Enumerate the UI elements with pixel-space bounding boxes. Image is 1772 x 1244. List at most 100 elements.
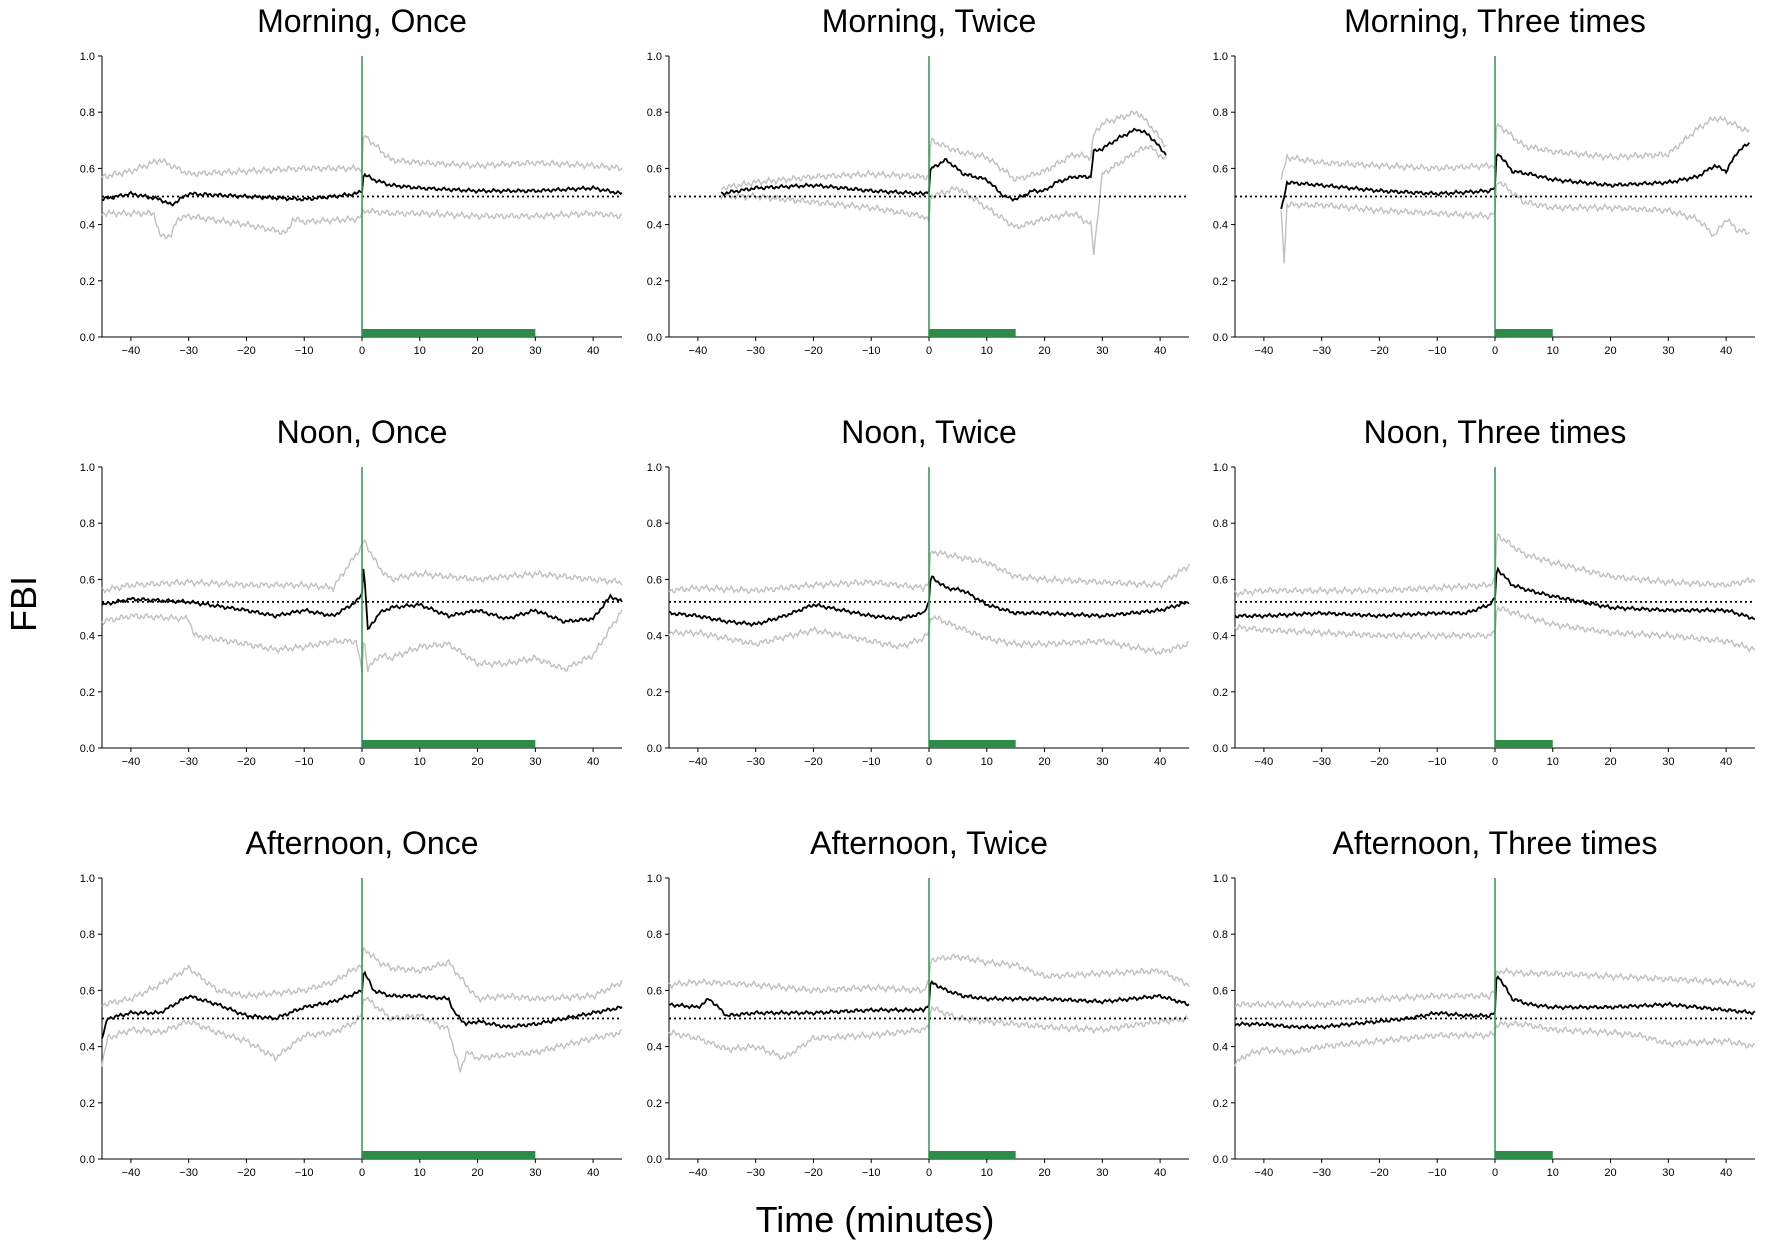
x-tick-label: 20 xyxy=(471,756,483,768)
x-tick-label: 20 xyxy=(1038,1167,1050,1179)
mean-line xyxy=(720,127,1167,202)
x-tick-label: −30 xyxy=(746,345,765,357)
x-tick-label: 30 xyxy=(1096,345,1108,357)
x-tick-label: 0 xyxy=(1492,345,1498,357)
y-tick-label: 0.8 xyxy=(80,107,95,119)
panel-title: Afternoon, Once xyxy=(245,825,478,861)
y-tick-label: 0.8 xyxy=(80,929,95,941)
x-tick-label: 20 xyxy=(471,1167,483,1179)
lower-bound-line xyxy=(720,145,1167,255)
x-tick-label: −10 xyxy=(862,756,881,768)
x-tick-label: 10 xyxy=(981,756,993,768)
y-tick-label: 0.4 xyxy=(80,220,95,232)
x-tick-label: 40 xyxy=(587,756,599,768)
panel-title: Morning, Once xyxy=(257,3,467,39)
interval-bar xyxy=(362,1151,536,1159)
x-tick-label: −30 xyxy=(746,756,765,768)
y-tick-label: 0.0 xyxy=(647,332,662,344)
y-tick-label: 0.8 xyxy=(1213,107,1228,119)
y-tick-label: 0.4 xyxy=(1213,1042,1228,1054)
x-tick-label: −40 xyxy=(689,756,708,768)
x-tick-label: −20 xyxy=(237,1167,256,1179)
y-tick-label: 0.4 xyxy=(1213,631,1228,643)
x-tick-label: 20 xyxy=(471,345,483,357)
y-tick-label: 1.0 xyxy=(80,873,95,885)
y-tick-label: 0.0 xyxy=(80,743,95,755)
x-tick-label: 30 xyxy=(1662,756,1674,768)
x-tick-label: −30 xyxy=(179,345,198,357)
y-tick-label: 0.6 xyxy=(647,163,662,175)
y-tick-label: 0.4 xyxy=(647,220,662,232)
interval-bar xyxy=(362,740,536,748)
panel: 0.0 0.2 0.4 0.6 0.8 1.0 −40 −30 −20 −10 0 10 20 30 40 A… xyxy=(80,825,623,1179)
x-tick-label: 30 xyxy=(1096,1167,1108,1179)
x-tick-label: 0 xyxy=(359,1167,365,1179)
x-tick-label: −40 xyxy=(122,756,141,768)
x-tick-label: −20 xyxy=(804,756,823,768)
panel-title: Afternoon, Twice xyxy=(810,825,1048,861)
x-tick-label: −40 xyxy=(689,345,708,357)
y-tick-label: 0.2 xyxy=(647,276,662,288)
x-tick-label: 40 xyxy=(587,1167,599,1179)
y-tick-label: 0.2 xyxy=(80,276,95,288)
interval-bar xyxy=(929,1151,1016,1159)
interval-bar xyxy=(929,740,1016,748)
x-tick-label: 0 xyxy=(359,756,365,768)
x-tick-label: 10 xyxy=(1547,756,1559,768)
x-tick-label: −40 xyxy=(122,1167,141,1179)
x-tick-label: 30 xyxy=(529,756,541,768)
y-tick-label: 0.6 xyxy=(647,985,662,997)
x-tick-label: 40 xyxy=(1720,756,1732,768)
panel: 0.0 0.2 0.4 0.6 0.8 1.0 −40 −30 −20 −10 0 10 20 30 40 M… xyxy=(80,3,623,357)
y-tick-label: 1.0 xyxy=(647,873,662,885)
x-tick-label: −10 xyxy=(1428,345,1447,357)
x-tick-label: 30 xyxy=(1662,1167,1674,1179)
x-tick-label: 30 xyxy=(529,345,541,357)
y-tick-label: 0.6 xyxy=(1213,985,1228,997)
y-tick-label: 0.6 xyxy=(1213,163,1228,175)
x-tick-label: −40 xyxy=(1255,756,1274,768)
x-tick-label: −10 xyxy=(1428,1167,1447,1179)
panel-grid: 0.0 0.2 0.4 0.6 0.8 1.0 −40 −30 −20 −10 0 10 20 30 40 M… xyxy=(80,3,1756,1179)
x-tick-label: 20 xyxy=(1038,756,1050,768)
x-tick-label: −10 xyxy=(295,345,314,357)
x-tick-label: −20 xyxy=(804,1167,823,1179)
x-tick-label: −30 xyxy=(1312,345,1331,357)
x-tick-label: −20 xyxy=(237,345,256,357)
x-tick-label: −30 xyxy=(1312,756,1331,768)
x-tick-label: 20 xyxy=(1604,1167,1616,1179)
panel: 0.0 0.2 0.4 0.6 0.8 1.0 −40 −30 −20 −10 0 10 20 30 40 N… xyxy=(1213,414,1756,768)
y-tick-label: 0.4 xyxy=(1213,220,1228,232)
x-tick-label: 10 xyxy=(1547,345,1559,357)
mean-line xyxy=(1280,142,1750,210)
panel: 0.0 0.2 0.4 0.6 0.8 1.0 −40 −30 −20 −10 0 10 20 30 40 N… xyxy=(647,414,1190,768)
panel: 0.0 0.2 0.4 0.6 0.8 1.0 −40 −30 −20 −10 0 10 20 30 40 A… xyxy=(1213,825,1756,1179)
x-tick-label: −40 xyxy=(689,1167,708,1179)
x-tick-label: −10 xyxy=(862,345,881,357)
x-tick-label: 10 xyxy=(414,345,426,357)
x-tick-label: −20 xyxy=(804,345,823,357)
x-tick-label: −20 xyxy=(1370,345,1389,357)
panel-title: Noon, Twice xyxy=(841,414,1017,450)
x-tick-label: 30 xyxy=(1662,345,1674,357)
y-tick-label: 0.8 xyxy=(647,518,662,530)
x-tick-label: −30 xyxy=(746,1167,765,1179)
panel-title: Noon, Three times xyxy=(1364,414,1627,450)
x-tick-label: −20 xyxy=(1370,756,1389,768)
x-tick-label: 40 xyxy=(1720,1167,1732,1179)
x-tick-label: 0 xyxy=(926,756,932,768)
x-tick-label: 30 xyxy=(1096,756,1108,768)
y-tick-label: 1.0 xyxy=(80,462,95,474)
panel: 0.0 0.2 0.4 0.6 0.8 1.0 −40 −30 −20 −10 0 10 20 30 40 M… xyxy=(1213,3,1755,357)
y-tick-label: 0.2 xyxy=(1213,1098,1228,1110)
x-axis-label: Time (minutes) xyxy=(756,1199,995,1240)
y-tick-label: 0.2 xyxy=(647,687,662,699)
x-tick-label: 0 xyxy=(926,345,932,357)
x-tick-label: −40 xyxy=(122,345,141,357)
x-tick-label: 10 xyxy=(981,1167,993,1179)
y-tick-label: 0.0 xyxy=(1213,332,1228,344)
x-tick-label: 40 xyxy=(1154,756,1166,768)
y-tick-label: 0.8 xyxy=(1213,518,1228,530)
x-tick-label: 40 xyxy=(1720,345,1732,357)
